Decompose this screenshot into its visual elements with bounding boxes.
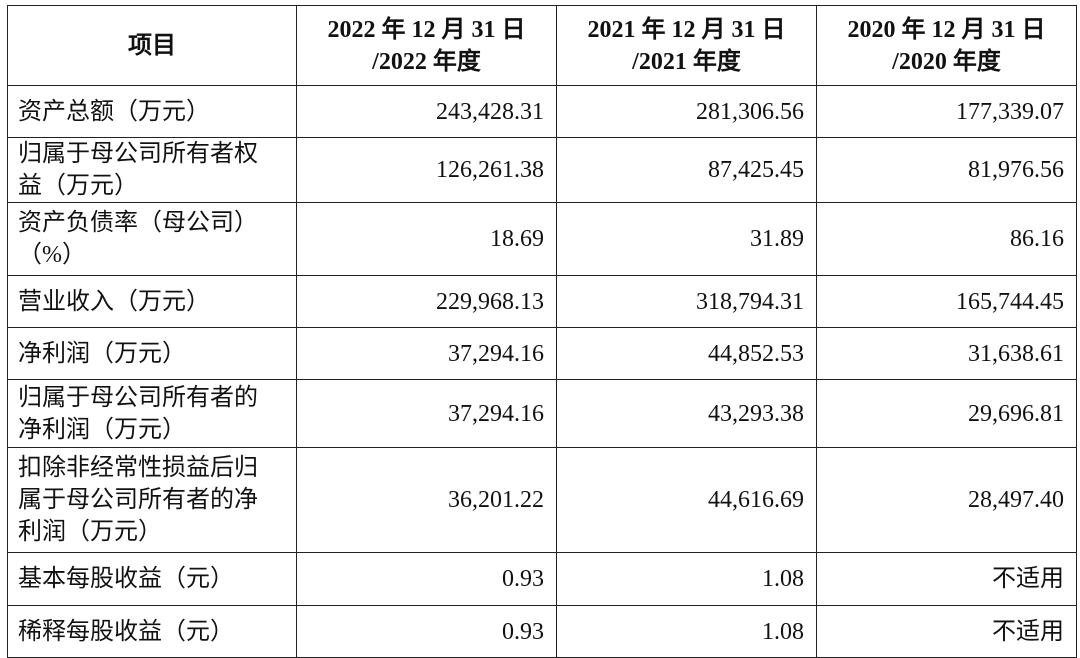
row-label: 归属于母公司所有者权 益（万元） (7, 137, 297, 203)
row-label: 扣除非经常性损益后归 属于母公司所有者的净 利润（万元） (7, 447, 297, 553)
value-cell: 37,294.16 (296, 379, 557, 448)
table-row: 归属于母公司所有者权 益（万元） 126,261.38 87,425.45 81,976… (7, 137, 1077, 203)
header-text: 2022 年 12 月 31 日 (327, 16, 526, 43)
label-text: 净利润（万元） (18, 340, 186, 367)
header-text: /2020 年度 (892, 48, 1001, 75)
header-text: 项目 (128, 32, 176, 59)
table-row: 资产总额（万元） 243,428.31 281,306.56 177,339.07 (7, 85, 1077, 138)
header-text: 2021 年 12 月 31 日 (587, 16, 786, 43)
header-cell: 2022 年 12 月 31 日/2022 年度 (296, 5, 557, 86)
value-cell: 318,794.31 (556, 275, 817, 328)
value-cell: 86.16 (816, 202, 1077, 276)
value-cell: 281,306.56 (556, 85, 817, 138)
label-text: 营业收入（万元） (18, 288, 210, 315)
value-cell: 不适用 (816, 605, 1077, 658)
value-cell: 165,744.45 (816, 275, 1077, 328)
table-row: 资产负债率（母公司） （%） 18.69 31.89 86.16 (7, 202, 1077, 276)
row-label: 基本每股收益（元） (7, 552, 297, 606)
header-cell: 2021 年 12 月 31 日/2021 年度 (556, 5, 817, 86)
value-cell: 243,428.31 (296, 85, 557, 138)
table-row: 基本每股收益（元） 0.93 1.08 不适用 (7, 552, 1077, 606)
financial-table: 项目 2022 年 12 月 31 日/2022 年度 2021 年 12 月 31… (7, 5, 1077, 658)
label-text: 扣除非经常性损益后归 (18, 455, 258, 481)
value-cell: 1.08 (556, 605, 817, 658)
header-cell: 项目 (7, 5, 297, 86)
label-text: （%） (18, 242, 86, 268)
row-label: 归属于母公司所有者的 净利润（万元） (7, 379, 297, 448)
value-cell: 29,696.81 (816, 379, 1077, 448)
label-text: 基本每股收益（元） (18, 566, 234, 592)
row-label: 净利润（万元） (7, 327, 297, 380)
table-row: 扣除非经常性损益后归 属于母公司所有者的净 利润（万元） 36,201.22 44,61… (7, 447, 1077, 553)
header-text: /2021 年度 (632, 48, 741, 75)
value-cell: 44,616.69 (556, 447, 817, 553)
header-row: 项目 2022 年 12 月 31 日/2022 年度 2021 年 12 月 31… (7, 5, 1077, 86)
value-cell: 28,497.40 (816, 447, 1077, 553)
value-cell: 0.93 (296, 552, 557, 606)
label-text: 利润（万元） (18, 519, 162, 545)
label-text: 归属于母公司所有者权 (18, 141, 258, 167)
row-label: 营业收入（万元） (7, 275, 297, 328)
row-label: 资产负债率（母公司） （%） (7, 202, 297, 276)
header-text: /2022 年度 (372, 48, 481, 75)
value-cell: 0.93 (296, 605, 557, 658)
value-cell: 177,339.07 (816, 85, 1077, 138)
table-row: 营业收入（万元） 229,968.13 318,794.31 165,744.45 (7, 275, 1077, 328)
label-text: 属于母公司所有者的净 (18, 487, 258, 513)
value-cell: 44,852.53 (556, 327, 817, 380)
value-cell: 126,261.38 (296, 137, 557, 203)
row-label: 资产总额（万元） (7, 85, 297, 138)
row-label: 稀释每股收益（元） (7, 605, 297, 658)
label-text: 归属于母公司所有者的 (18, 384, 258, 411)
label-text: 益（万元） (18, 173, 138, 199)
label-text: 资产负债率（母公司） (18, 210, 258, 236)
label-text: 资产总额（万元） (18, 98, 210, 125)
value-cell: 31,638.61 (816, 327, 1077, 380)
value-cell: 1.08 (556, 552, 817, 606)
table-row: 净利润（万元） 37,294.16 44,852.53 31,638.61 (7, 327, 1077, 380)
label-text: 净利润（万元） (18, 416, 186, 443)
value-cell: 43,293.38 (556, 379, 817, 448)
value-cell: 31.89 (556, 202, 817, 276)
value-cell: 81,976.56 (816, 137, 1077, 203)
header-cell: 2020 年 12 月 31 日/2020 年度 (816, 5, 1077, 86)
value-cell: 不适用 (816, 552, 1077, 606)
value-cell: 18.69 (296, 202, 557, 276)
label-text: 稀释每股收益（元） (18, 618, 234, 645)
table-body: 资产总额（万元） 243,428.31 281,306.56 177,339.07 归属… (7, 85, 1077, 658)
value-cell: 36,201.22 (296, 447, 557, 553)
value-cell: 37,294.16 (296, 327, 557, 380)
header-text: 2020 年 12 月 31 日 (847, 16, 1046, 43)
value-cell: 229,968.13 (296, 275, 557, 328)
table-row: 归属于母公司所有者的 净利润（万元） 37,294.16 43,293.38 29,69… (7, 379, 1077, 448)
table-row: 稀释每股收益（元） 0.93 1.08 不适用 (7, 605, 1077, 658)
value-cell: 87,425.45 (556, 137, 817, 203)
